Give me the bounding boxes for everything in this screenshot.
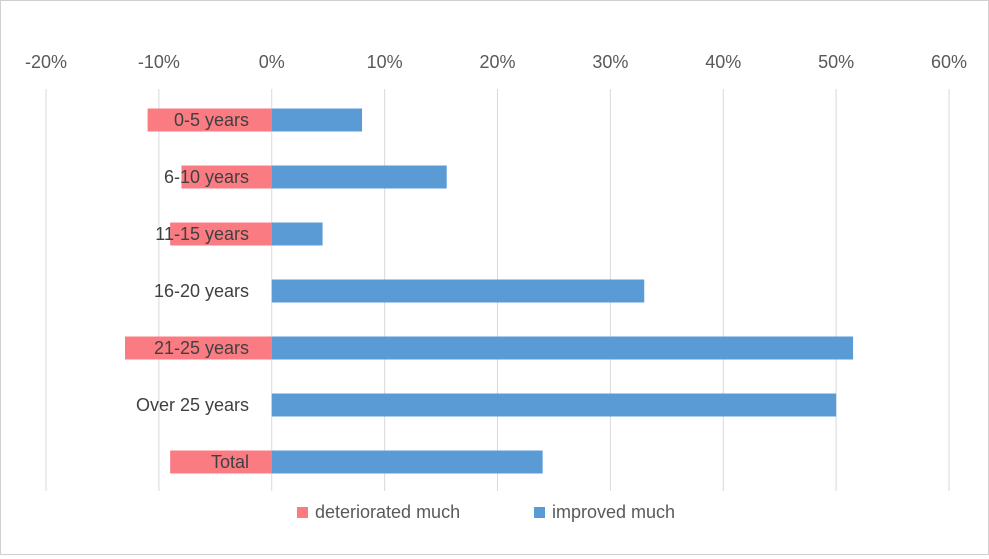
- bar: [271, 222, 323, 246]
- x-tick-label: -20%: [25, 52, 67, 72]
- x-tick-label: 10%: [367, 52, 403, 72]
- bar: [271, 336, 854, 360]
- x-axis-tick-labels: -20% -10% 0% 10% 20% 30% 40% 50% 60%: [25, 52, 967, 72]
- bar: [271, 108, 363, 132]
- x-tick-label: 30%: [592, 52, 628, 72]
- bar: [147, 108, 272, 132]
- bars: [125, 108, 854, 474]
- category-label: 11-15 years: [155, 224, 249, 244]
- legend-label: improved much: [552, 502, 675, 522]
- legend: deteriorated much improved much: [297, 502, 675, 522]
- category-label: Total: [211, 452, 249, 472]
- category-label: Over 25 years: [136, 395, 249, 415]
- legend-swatch: [534, 507, 545, 518]
- bar: [271, 450, 543, 474]
- x-tick-label: 40%: [705, 52, 741, 72]
- category-label: 21-25 years: [154, 338, 249, 358]
- legend-label: deteriorated much: [315, 502, 460, 522]
- bar: [271, 165, 447, 189]
- x-tick-label: 0%: [259, 52, 285, 72]
- x-tick-label: -10%: [138, 52, 180, 72]
- bar: [170, 450, 272, 474]
- category-label: 0-5 years: [174, 110, 249, 130]
- category-label: 16-20 years: [154, 281, 249, 301]
- bar: [271, 393, 837, 417]
- bar: [181, 165, 272, 189]
- x-tick-label: 50%: [818, 52, 854, 72]
- bar: [125, 336, 272, 360]
- bar: [271, 279, 645, 303]
- category-labels: 0-5 years 6-10 years 11-15 years 16-20 year…: [136, 110, 249, 472]
- bar: [170, 222, 272, 246]
- category-label: 6-10 years: [164, 167, 249, 187]
- x-tick-label: 20%: [479, 52, 515, 72]
- x-tick-label: 60%: [931, 52, 967, 72]
- legend-swatch: [297, 507, 308, 518]
